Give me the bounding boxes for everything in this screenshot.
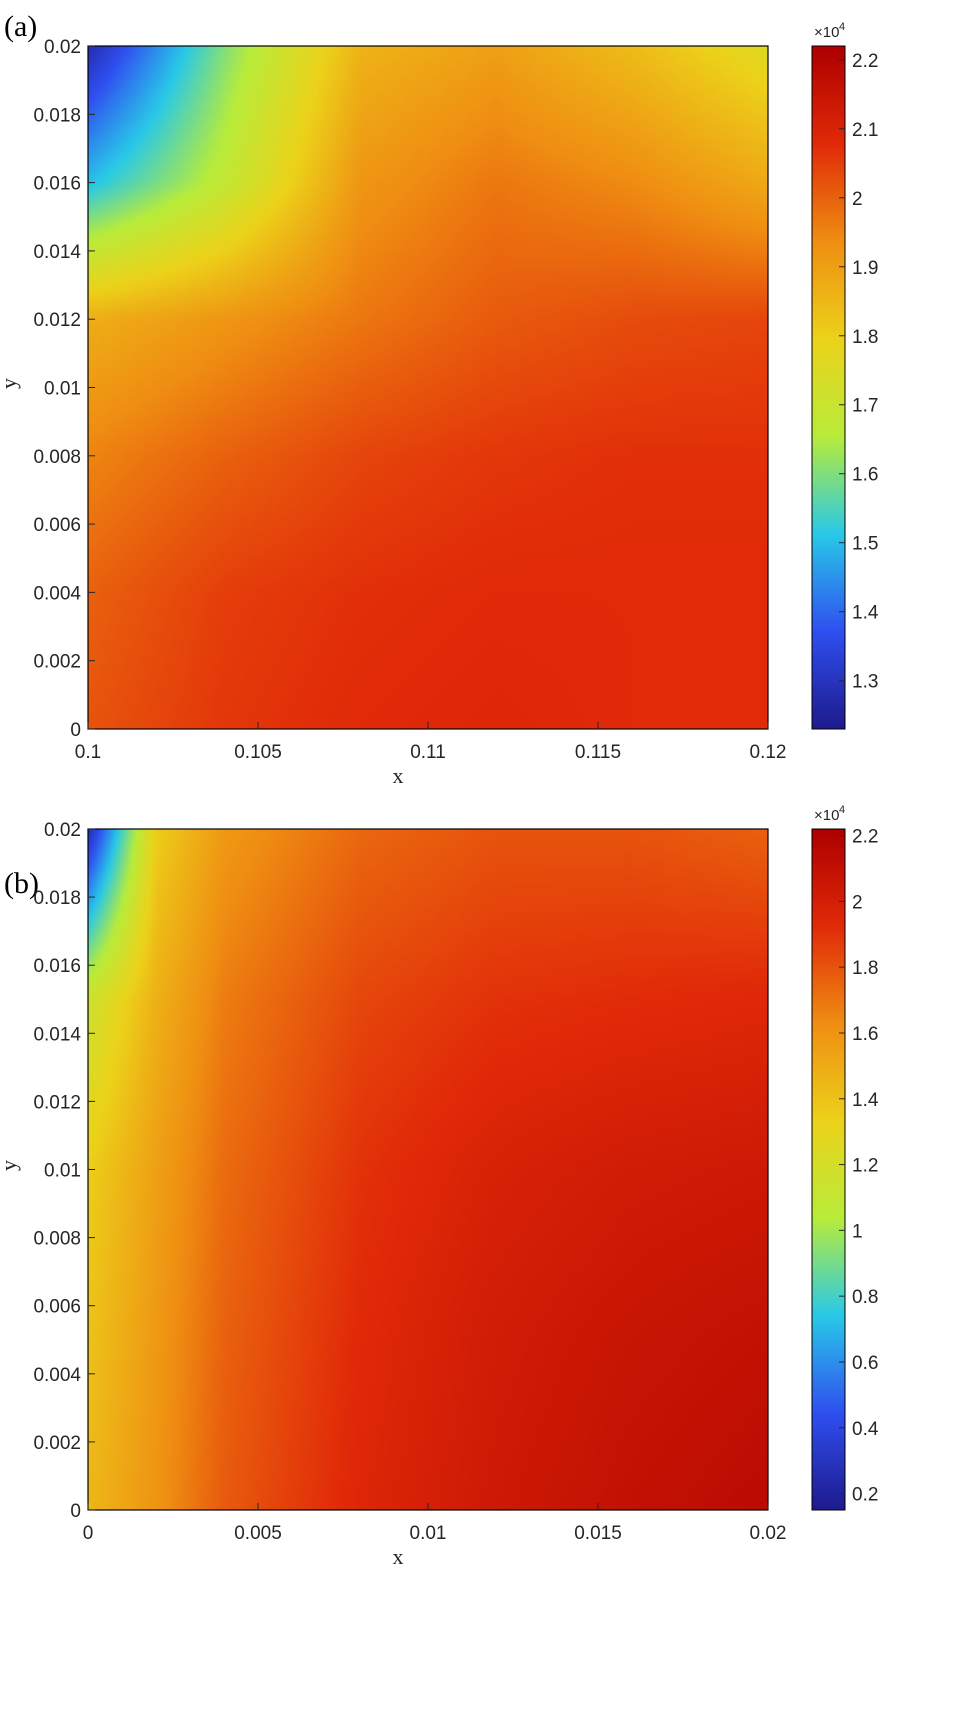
y-tick-label-b: 0.012 — [33, 1092, 81, 1113]
y-tick-label-b: 0.002 — [33, 1433, 81, 1454]
y-axis-ticks-b: 0 0.002 0.004 0.006 0.008 0.01 0.012 0.014 0.016… — [33, 820, 95, 1522]
colorbar-tick-label-a: 1.3 — [852, 672, 878, 693]
x-tick-label-b: 0.01 — [410, 1523, 447, 1544]
y-tick-label-b: 0.016 — [33, 956, 81, 977]
colorbar-tick-label-b: 1.6 — [852, 1024, 878, 1045]
y-tick-label-a: 0.002 — [33, 652, 81, 673]
colorbar-tick-label-b: 0.6 — [852, 1353, 878, 1374]
colorbar-gradient-b — [812, 829, 845, 1510]
x-tick-label-a: 0.1 — [75, 742, 101, 763]
x-tick-label-a: 0.115 — [575, 742, 621, 763]
colorbar-tick-label-a: 1.7 — [852, 396, 878, 417]
y-axis-label-a: y — [0, 378, 21, 389]
y-tick-label-b: 0.004 — [33, 1365, 81, 1386]
y-tick-label-b: 0.018 — [33, 888, 81, 909]
x-tick-label-b: 0.015 — [574, 1523, 622, 1544]
y-tick-label-a: 0.004 — [33, 583, 81, 604]
heatmap-image-b — [88, 829, 768, 1510]
y-tick-label-a: 0 — [70, 720, 81, 741]
colorbar-tick-label-b: 1.2 — [852, 1156, 878, 1177]
x-axis-ticks-b: 0 0.005 0.01 0.015 0.02 — [83, 1503, 787, 1544]
colorbar-tick-label-a: 2.1 — [852, 120, 878, 141]
y-tick-label-b: 0.006 — [33, 1297, 81, 1318]
colorbar-tick-label-b: 0.4 — [852, 1419, 879, 1440]
colorbar-multiplier-exp-a: 4 — [839, 21, 845, 33]
panel-label-b: (b) — [4, 867, 39, 900]
colorbar-multiplier-a: ×10 — [814, 24, 839, 41]
colorbar-tick-label-a: 2 — [852, 189, 863, 210]
y-tick-label-a: 0.006 — [33, 515, 81, 536]
y-tick-label-a: 0.008 — [33, 447, 81, 468]
x-axis-label-b: x — [393, 1544, 404, 1569]
y-tick-label-a: 0.01 — [44, 379, 81, 400]
colorbar-multiplier-b: ×10 — [814, 807, 839, 824]
x-tick-label-a: 0.12 — [750, 742, 787, 763]
x-tick-label-a: 0.11 — [410, 742, 446, 763]
colorbar-tick-label-b: 1.8 — [852, 958, 878, 979]
colorbar-multiplier-exp-b: 4 — [839, 804, 845, 816]
colorbar-gradient-a — [812, 46, 845, 729]
y-tick-label-a: 0.018 — [33, 105, 81, 126]
x-tick-label-b: 0.02 — [750, 1523, 787, 1544]
panel-label-a: (a) — [4, 10, 37, 43]
colorbar-tick-label-a: 1.5 — [852, 534, 878, 555]
x-tick-label-b: 0 — [83, 1523, 94, 1544]
heatmap-image-a — [88, 46, 768, 729]
y-tick-label-b: 0.02 — [44, 820, 81, 841]
colorbar-tick-label-a: 1.9 — [852, 258, 878, 279]
heatmap-panel-b: (b) 00.0020.0040.0060.0080.010.0120.0140… — [0, 804, 879, 1569]
colorbar-tick-label-b: 2 — [852, 892, 863, 913]
colorbar-tick-label-a: 1.8 — [852, 327, 878, 348]
colorbar-tick-label-b: 1.4 — [852, 1090, 879, 1111]
colorbar-tick-label-b: 1 — [852, 1221, 863, 1242]
colorbar-tick-label-a: 1.4 — [852, 603, 879, 624]
y-tick-label-b: 0.008 — [33, 1229, 81, 1250]
y-tick-label-b: 0.01 — [44, 1161, 81, 1182]
colorbar-tick-label-b: 2.2 — [852, 827, 878, 848]
x-tick-label-a: 0.105 — [234, 742, 282, 763]
x-axis-label-a: x — [393, 763, 404, 788]
y-tick-label-b: 0.014 — [33, 1024, 81, 1045]
x-axis-ticks-a: 0.1 0.105 0.11 0.115 0.12 — [75, 722, 787, 763]
colorbar-tick-label-b: 0.8 — [852, 1287, 878, 1308]
colorbar-ticks-b: 0.2 0.4 0.6 0.8 1 1.2 1.4 1.6 1.8 2 2.2 — [839, 827, 879, 1506]
heatmap-panel-a: (a) 00.0020.0040.0060.0080.010.0120.0140… — [0, 10, 879, 788]
y-tick-label-b: 0 — [70, 1501, 81, 1522]
colorbar-frame-b — [811, 828, 846, 1511]
y-tick-label-a: 0.02 — [44, 37, 81, 58]
y-tick-label-a: 0.012 — [33, 310, 81, 331]
colorbar-tick-label-a: 1.6 — [852, 465, 878, 486]
y-tick-label-a: 0.014 — [33, 242, 81, 263]
x-tick-label-b: 0.005 — [234, 1523, 282, 1544]
colorbar-frame-a — [811, 45, 846, 730]
colorbar-tick-label-a: 2.2 — [852, 51, 878, 72]
y-tick-label-a: 0.016 — [33, 174, 81, 195]
y-axis-label-b: y — [0, 1160, 21, 1171]
colorbar-tick-label-b: 0.2 — [852, 1485, 878, 1506]
y-axis-ticks-a: 0 0.002 0.004 0.006 0.008 0.01 0.012 0.014 0.016… — [33, 37, 95, 741]
colorbar-ticks-a: 1.3 1.4 1.5 1.6 1.7 1.8 1.9 2 2.1 2.2 — [839, 51, 879, 693]
